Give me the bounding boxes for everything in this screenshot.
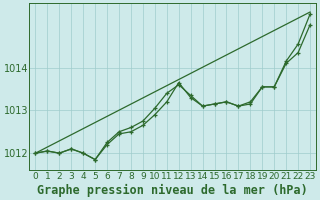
X-axis label: Graphe pression niveau de la mer (hPa): Graphe pression niveau de la mer (hPa) xyxy=(37,183,308,197)
